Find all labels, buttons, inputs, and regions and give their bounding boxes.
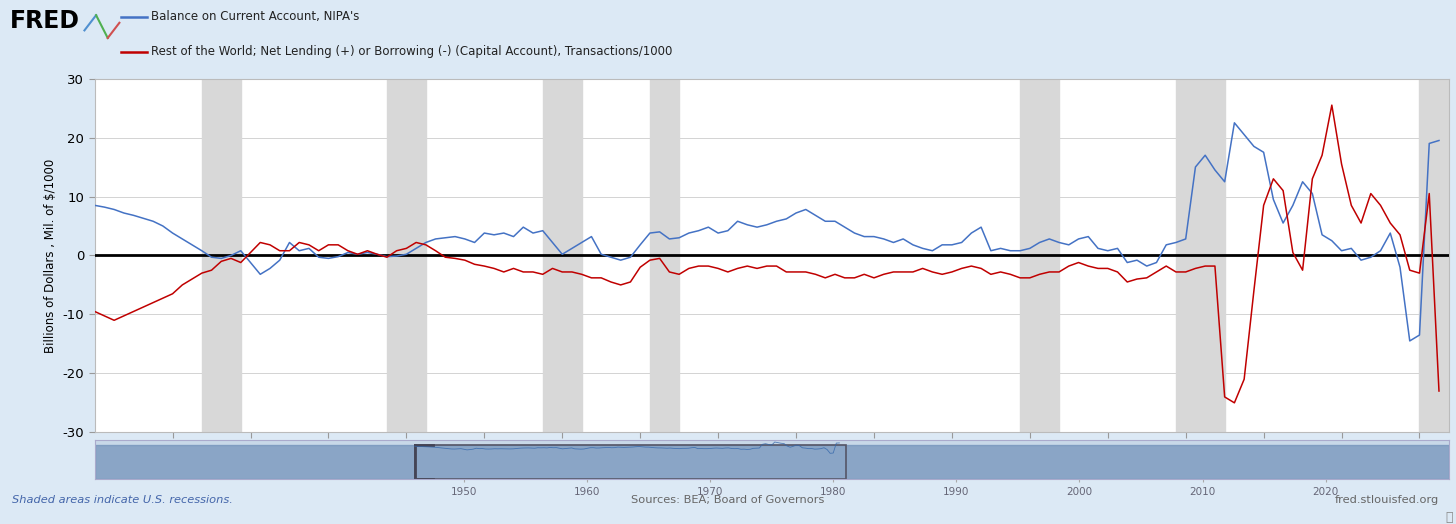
Text: FRED: FRED [10,9,80,34]
Text: ⛶: ⛶ [1446,511,1453,524]
Text: Shaded areas indicate U.S. recessions.: Shaded areas indicate U.S. recessions. [12,495,233,505]
Bar [1021,79,1059,432]
Text: Sources: BEA; Board of Governors: Sources: BEA; Board of Governors [632,495,824,505]
Bar [649,79,678,432]
Bar [415,444,846,479]
Bar [543,79,582,432]
Text: Rest of the World; Net Lending (+) or Borrowing (-) (Capital Account), Transacti: Rest of the World; Net Lending (+) or Bo… [151,45,673,58]
Y-axis label: Billions of Dollars , Mil. of $/1000: Billions of Dollars , Mil. of $/1000 [44,158,57,353]
Bar [1176,79,1224,432]
Text: fred.stlouisfed.org: fred.stlouisfed.org [1334,495,1439,505]
Bar [202,79,240,432]
Bar [387,79,425,432]
Bar [1420,79,1449,432]
Text: Balance on Current Account, NIPA's: Balance on Current Account, NIPA's [151,10,360,23]
